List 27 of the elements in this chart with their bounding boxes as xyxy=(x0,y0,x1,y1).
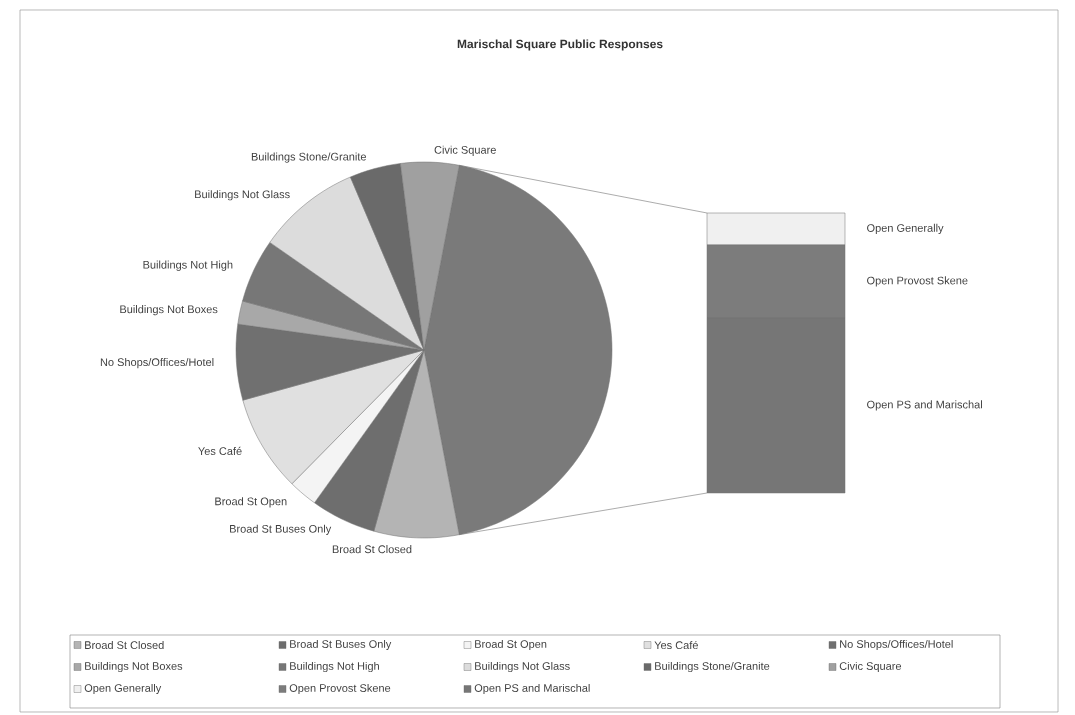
legend-label: Broad St Buses Only xyxy=(290,639,392,651)
legend-label: Broad St Open xyxy=(475,639,547,651)
legend-label: Buildings Stone/Granite xyxy=(655,661,770,673)
text: Open Provost Skene xyxy=(289,683,391,695)
slice-label: Broad St Buses Only xyxy=(230,524,332,535)
legend-label: Buildings Not High xyxy=(290,661,379,673)
slice-label: Buildings Stone/Granite xyxy=(251,152,367,163)
legend-label: Buildings Not Boxes xyxy=(85,661,183,673)
legend-label: Yes Café xyxy=(654,640,698,650)
text: Open PS and Marischal xyxy=(474,683,590,695)
chart-title: Marischal Square Public Responses xyxy=(457,39,663,51)
slice-label: Yes Café xyxy=(198,446,242,455)
slice-label: Civic Square xyxy=(434,145,496,156)
legend-label: No Shops/Offices/Hotel xyxy=(840,639,953,651)
slice-label: Buildings Not Glass xyxy=(195,190,290,201)
text: Open Generally xyxy=(867,223,944,235)
legend-label: Buildings Not Glass xyxy=(475,661,570,673)
slice-label: Broad St Closed xyxy=(332,545,412,554)
text: Open Generally xyxy=(84,683,162,695)
text: Open Provost Skene xyxy=(867,276,968,287)
slice-label: Buildings Not High xyxy=(143,260,233,271)
legend-label: Civic Square xyxy=(839,661,902,673)
legend-label: Broad St Closed xyxy=(85,640,164,650)
slice-label: No Shops/Offices/Hotel xyxy=(100,358,214,369)
text: Open PS and Marischal xyxy=(867,400,982,411)
slice-label: Broad St Open xyxy=(215,497,287,508)
slice-label: Buildings Not Boxes xyxy=(120,305,218,316)
